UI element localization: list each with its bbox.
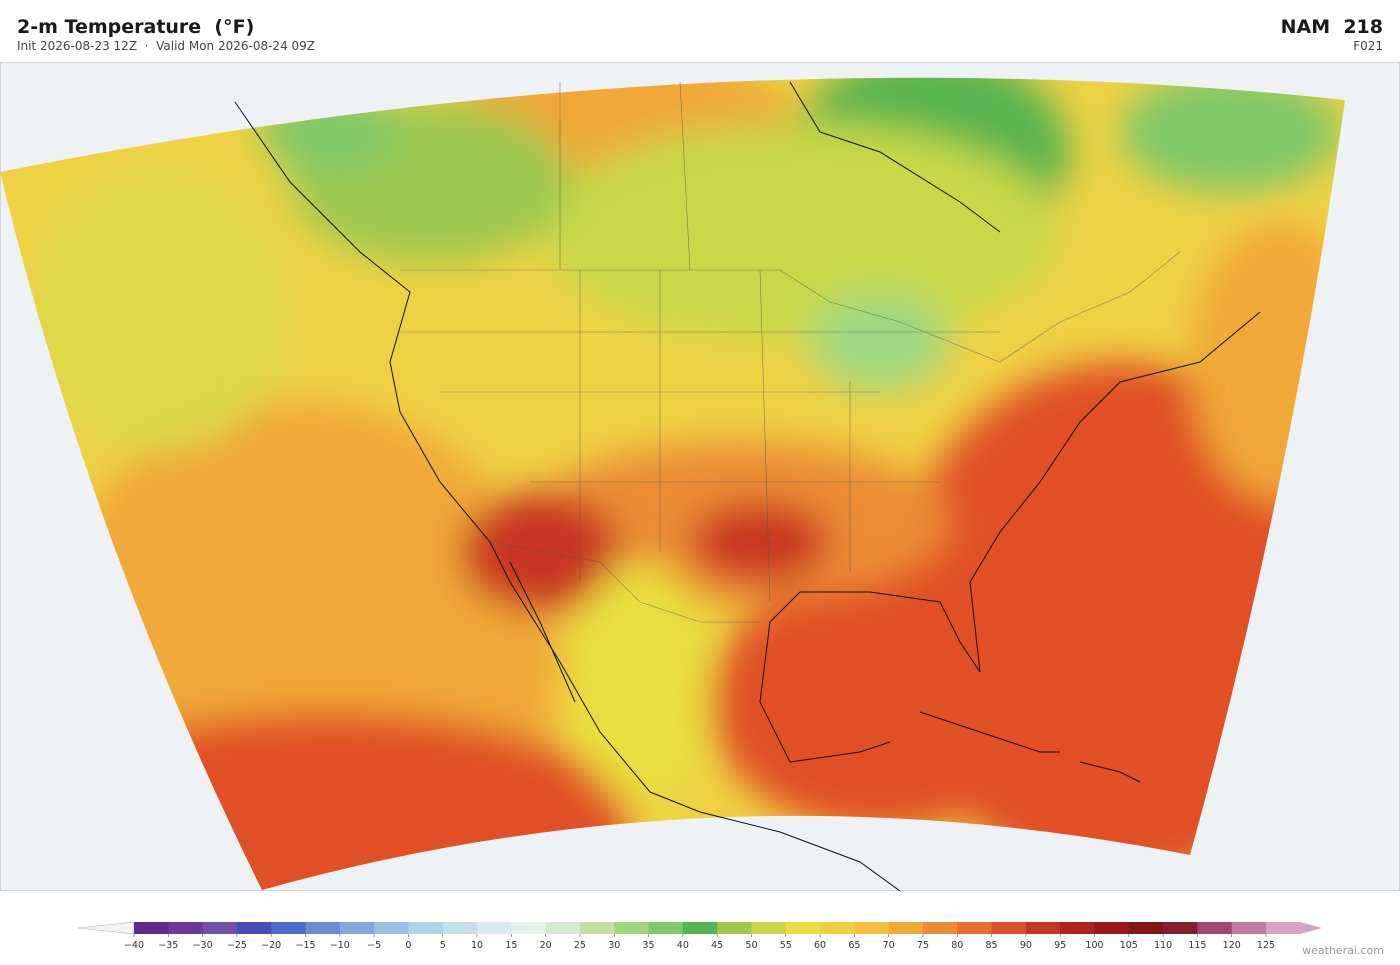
color-bin [545,922,581,934]
color-bin [442,922,478,934]
color-bin [1163,922,1198,934]
tick-label: −15 [295,940,315,951]
color-bin [785,922,821,934]
subtitle: Init 2026-08-23 12Z · Valid Mon 2026-08-… [17,39,316,53]
tick-label: 105 [1120,940,1138,951]
color-bin [991,922,1027,934]
tick-label: 40 [677,940,689,951]
tick-label: 25 [574,940,586,951]
tick-label: −35 [158,940,178,951]
tick-label: 35 [642,940,654,951]
color-bin [511,922,547,934]
tick-label: −30 [193,940,213,951]
color-bin [717,922,752,934]
color-bin [682,922,718,934]
tick-label: 15 [505,940,517,951]
tick-label: 85 [986,940,998,951]
tick-label: 70 [883,940,895,951]
tick-label: 110 [1154,940,1172,951]
tick-label: 120 [1223,940,1241,951]
tick-label: 65 [848,940,860,951]
color-bin [751,922,787,934]
tick-label: 30 [608,940,620,951]
tick-label: 55 [780,940,792,951]
map [0,62,1400,891]
tick-label: 0 [405,940,411,951]
color-bin [1060,922,1095,934]
color-bin [957,922,993,934]
tick-label: 80 [951,940,963,951]
color-bin [1128,922,1164,934]
color-bin [168,922,204,934]
credit: weatherai.com [1302,944,1384,957]
under-arrow [77,921,135,935]
color-bin [374,922,409,934]
color-bin [888,922,924,934]
color-bin [408,922,444,934]
color-bin [202,922,238,934]
tick-label: −40 [124,940,144,951]
color-bin [236,922,272,934]
color-bin [1231,922,1267,934]
color-bin [579,922,615,934]
color-bin [1197,922,1233,934]
over-arrow [1266,922,1322,934]
tick-label: 50 [745,940,757,951]
color-bin [339,922,375,934]
color-bin [271,922,307,934]
color-bin [614,922,650,934]
title: 2-m Temperature (°F) [17,16,255,38]
color-bin [305,922,341,934]
tick-label: 100 [1085,940,1103,951]
color-bin [1094,922,1130,934]
tick-label: 90 [1020,940,1032,951]
color-bin [820,922,855,934]
tick-label: 75 [917,940,929,951]
color-bin [477,922,512,934]
tick-label: 45 [711,940,723,951]
colorbar: −40 −35 −30 −25 −20 −15 −10 −5 0 5 10 15 20 25 30 35 40 4… [77,921,1322,951]
color-bin [1025,922,1061,934]
color-bin [648,922,684,934]
forecast-hour: F021 [1353,39,1383,53]
tick-label: −20 [261,940,281,951]
tick-label: 60 [814,940,826,951]
tick-label: 10 [471,940,483,951]
tick-label: −25 [227,940,247,951]
coastlines [234,81,1261,891]
tick-label: 115 [1188,940,1206,951]
tick-label: −10 [330,940,350,951]
tick-label: 20 [540,940,552,951]
color-bin [134,922,169,934]
borders [400,81,1181,623]
color-bin [854,922,890,934]
tick-label: −5 [367,940,381,951]
temperature-field [0,77,1345,891]
tick-label: 125 [1257,940,1275,951]
model-name: NAM 218 [1280,16,1383,38]
tick-label: 5 [440,940,446,951]
tick-label: 95 [1054,940,1066,951]
color-bin [922,922,958,934]
